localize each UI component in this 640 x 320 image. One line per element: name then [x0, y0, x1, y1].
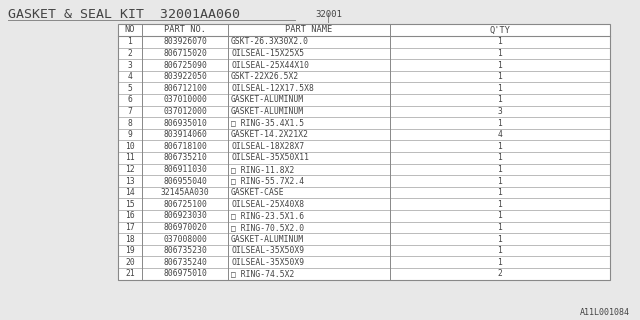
Text: 1: 1	[497, 153, 502, 162]
Text: 3: 3	[497, 107, 502, 116]
Text: GASKET & SEAL KIT  32001AA060: GASKET & SEAL KIT 32001AA060	[8, 8, 240, 21]
Text: 806715020: 806715020	[163, 49, 207, 58]
Text: 1: 1	[497, 84, 502, 93]
Text: 806923030: 806923030	[163, 211, 207, 220]
Text: 806955040: 806955040	[163, 177, 207, 186]
Text: PART NO.: PART NO.	[164, 26, 206, 35]
Text: A11L001084: A11L001084	[580, 308, 630, 317]
Text: 10: 10	[125, 142, 135, 151]
Text: 806725090: 806725090	[163, 60, 207, 69]
Text: 6: 6	[127, 95, 132, 104]
Text: 037008000: 037008000	[163, 235, 207, 244]
Text: 1: 1	[127, 37, 132, 46]
Text: □ RING-11.8X2: □ RING-11.8X2	[231, 165, 294, 174]
Text: 1: 1	[497, 142, 502, 151]
Text: 806725100: 806725100	[163, 200, 207, 209]
Text: 9: 9	[127, 130, 132, 139]
Text: 1: 1	[497, 177, 502, 186]
Text: 806735240: 806735240	[163, 258, 207, 267]
Text: 14: 14	[125, 188, 135, 197]
Text: 037012000: 037012000	[163, 107, 207, 116]
Text: 1: 1	[497, 165, 502, 174]
Text: OILSEAL-25X44X10: OILSEAL-25X44X10	[231, 60, 309, 69]
Text: 806712100: 806712100	[163, 84, 207, 93]
Text: 2: 2	[497, 269, 502, 278]
Text: 1: 1	[497, 258, 502, 267]
Text: 1: 1	[497, 235, 502, 244]
Text: □ RING-70.5X2.0: □ RING-70.5X2.0	[231, 223, 304, 232]
Text: 1: 1	[497, 211, 502, 220]
Text: 17: 17	[125, 223, 135, 232]
Text: 15: 15	[125, 200, 135, 209]
Text: □ RING-55.7X2.4: □ RING-55.7X2.4	[231, 177, 304, 186]
Text: GSKT-26.3X30X2.0: GSKT-26.3X30X2.0	[231, 37, 309, 46]
Text: 1: 1	[497, 72, 502, 81]
Text: 5: 5	[127, 84, 132, 93]
Text: 1: 1	[497, 200, 502, 209]
Text: GSKT-22X26.5X2: GSKT-22X26.5X2	[231, 72, 300, 81]
Text: 1: 1	[497, 95, 502, 104]
Text: 803922050: 803922050	[163, 72, 207, 81]
Text: 32145AA030: 32145AA030	[161, 188, 209, 197]
Text: 21: 21	[125, 269, 135, 278]
Text: 12: 12	[125, 165, 135, 174]
Text: 803926070: 803926070	[163, 37, 207, 46]
Text: 806718100: 806718100	[163, 142, 207, 151]
Text: 3: 3	[127, 60, 132, 69]
Text: GASKET-CASE: GASKET-CASE	[231, 188, 285, 197]
Text: OILSEAL-15X25X5: OILSEAL-15X25X5	[231, 49, 304, 58]
Text: 806735230: 806735230	[163, 246, 207, 255]
Bar	[118, 24, 610, 280]
Text: 11: 11	[125, 153, 135, 162]
Text: 32001: 32001	[315, 10, 342, 19]
Text: 18: 18	[125, 235, 135, 244]
Text: OILSEAL-25X40X8: OILSEAL-25X40X8	[231, 200, 304, 209]
Text: 19: 19	[125, 246, 135, 255]
Text: OILSEAL-12X17.5X8: OILSEAL-12X17.5X8	[231, 84, 314, 93]
Text: OILSEAL-18X28X7: OILSEAL-18X28X7	[231, 142, 304, 151]
Text: 4: 4	[127, 72, 132, 81]
Text: 806970020: 806970020	[163, 223, 207, 232]
Text: 1: 1	[497, 49, 502, 58]
Text: 7: 7	[127, 107, 132, 116]
Text: GASKET-14.2X21X2: GASKET-14.2X21X2	[231, 130, 309, 139]
Text: GASKET-ALUMINUM: GASKET-ALUMINUM	[231, 95, 304, 104]
Text: 1: 1	[497, 60, 502, 69]
Text: 1: 1	[497, 246, 502, 255]
Text: 806735210: 806735210	[163, 153, 207, 162]
Text: PART NAME: PART NAME	[285, 26, 333, 35]
Text: 803914060: 803914060	[163, 130, 207, 139]
Text: GASKET-ALUMINUM: GASKET-ALUMINUM	[231, 107, 304, 116]
Text: 16: 16	[125, 211, 135, 220]
Text: 2: 2	[127, 49, 132, 58]
Text: 1: 1	[497, 37, 502, 46]
Text: OILSEAL-35X50X9: OILSEAL-35X50X9	[231, 246, 304, 255]
Text: 1: 1	[497, 223, 502, 232]
Text: OILSEAL-35X50X11: OILSEAL-35X50X11	[231, 153, 309, 162]
Text: OILSEAL-35X50X9: OILSEAL-35X50X9	[231, 258, 304, 267]
Text: 1: 1	[497, 118, 502, 127]
Text: 806975010: 806975010	[163, 269, 207, 278]
Text: 1: 1	[497, 188, 502, 197]
Text: 037010000: 037010000	[163, 95, 207, 104]
Text: 13: 13	[125, 177, 135, 186]
Text: □ RING-35.4X1.5: □ RING-35.4X1.5	[231, 118, 304, 127]
Text: □ RING-74.5X2: □ RING-74.5X2	[231, 269, 294, 278]
Text: Q'TY: Q'TY	[490, 26, 511, 35]
Text: 8: 8	[127, 118, 132, 127]
Text: GASKET-ALUMINUM: GASKET-ALUMINUM	[231, 235, 304, 244]
Text: 4: 4	[497, 130, 502, 139]
Text: 20: 20	[125, 258, 135, 267]
Text: 806935010: 806935010	[163, 118, 207, 127]
Text: □ RING-23.5X1.6: □ RING-23.5X1.6	[231, 211, 304, 220]
Text: NO: NO	[125, 26, 135, 35]
Text: 806911030: 806911030	[163, 165, 207, 174]
